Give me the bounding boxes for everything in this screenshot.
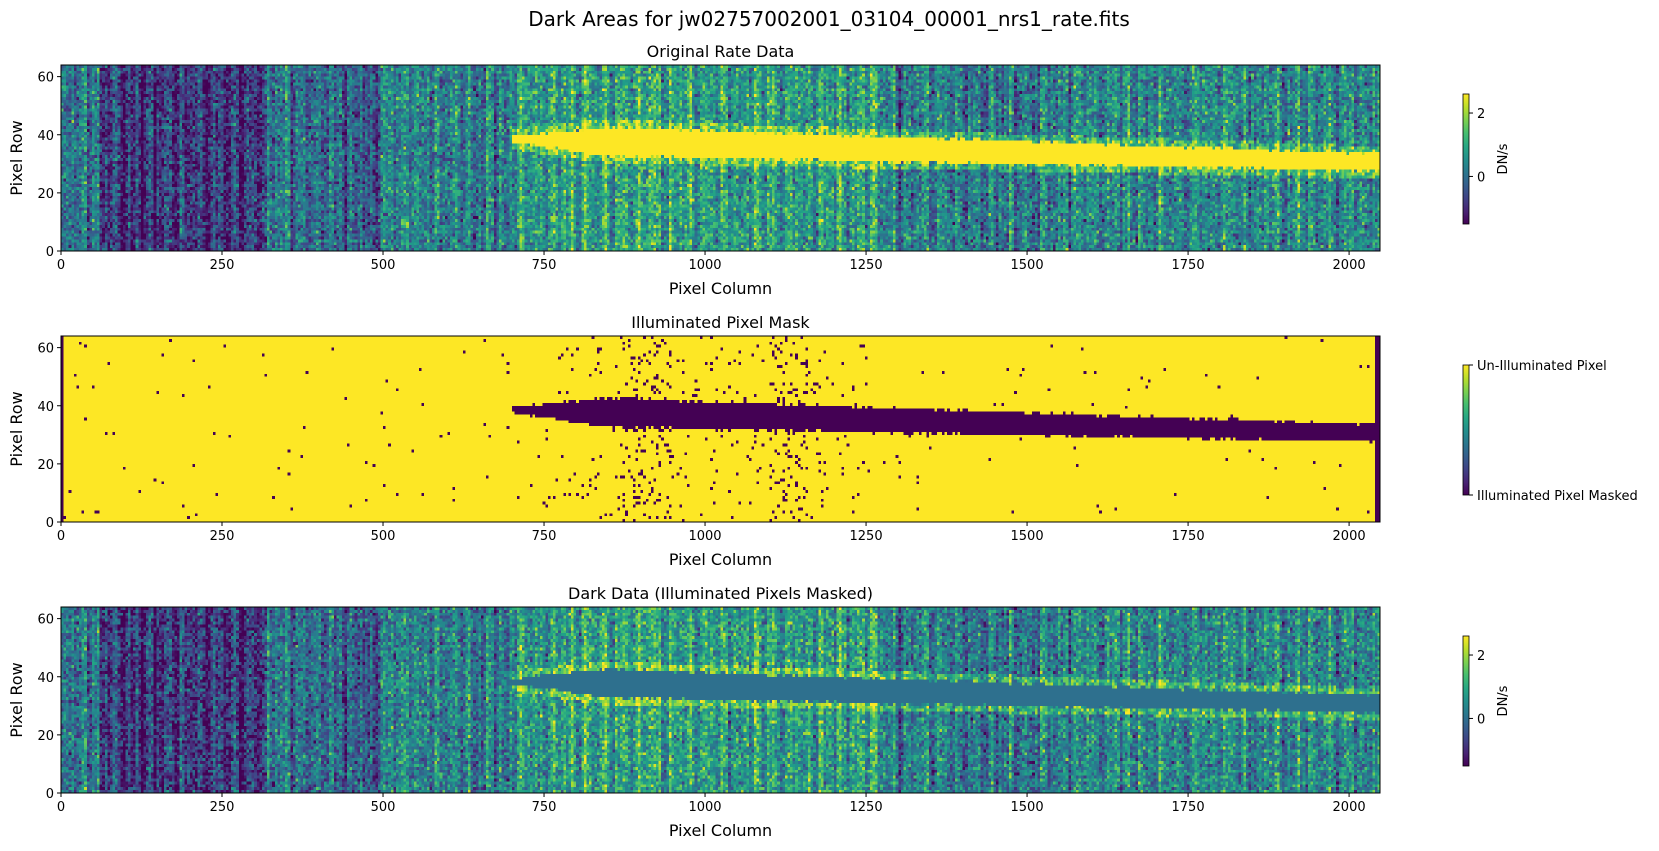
x-tick-label: 0: [57, 258, 65, 273]
y-tick-label: 0: [46, 245, 54, 260]
colorbar-tick-label: 2: [1477, 649, 1485, 664]
y-tick-label: 60: [37, 71, 54, 86]
x-tick-label: 750: [532, 258, 557, 273]
heatmap-image: [61, 65, 1380, 251]
x-tick-label: 1750: [1172, 258, 1205, 273]
y-tick-label: 20: [37, 187, 54, 202]
colorbar-tick-label: 0: [1477, 170, 1485, 185]
figure-suptitle: Dark Areas for jw02757002001_03104_00001…: [528, 7, 1130, 31]
x-tick-label: 1750: [1172, 800, 1205, 815]
panel-title: Dark Data (Illuminated Pixels Masked): [568, 584, 873, 603]
colorbar-gradient: [1462, 93, 1470, 225]
x-tick-label: 1250: [850, 529, 883, 544]
x-tick-label: 0: [57, 529, 65, 544]
colorbar-tick-label: 0: [1477, 712, 1485, 727]
colorbar-label: DN/s: [1496, 685, 1511, 716]
x-tick-label: 2000: [1333, 529, 1366, 544]
x-tick-label: 2000: [1333, 800, 1366, 815]
colorbar-tick-label: Un-Illuminated Pixel: [1477, 359, 1607, 374]
y-axis-label: Pixel Row: [7, 662, 26, 737]
y-tick-label: 20: [37, 458, 54, 473]
panel-1: Original Rate Data 0 250 500 750 1000 1250 1500…: [7, 42, 1511, 298]
x-tick-label: 250: [210, 258, 235, 273]
y-tick-label: 40: [37, 400, 54, 415]
panel-3: Dark Data (Illuminated Pixels Masked)0 25…: [7, 584, 1511, 840]
x-tick-label: 1000: [688, 258, 721, 273]
x-tick-label: 1250: [850, 800, 883, 815]
colorbar-label: DN/s: [1496, 143, 1511, 174]
axes-frame: [60, 335, 1381, 523]
x-tick-label: 1500: [1011, 258, 1044, 273]
x-tick-label: 2000: [1333, 258, 1366, 273]
x-tick-label: 1500: [1011, 800, 1044, 815]
y-tick-label: 40: [37, 129, 54, 144]
y-tick-label: 0: [46, 516, 54, 531]
y-tick-label: 20: [37, 729, 54, 744]
y-axis-label: Pixel Row: [7, 120, 26, 195]
x-tick-label: 1000: [688, 800, 721, 815]
x-tick-label: 500: [371, 800, 396, 815]
x-tick-label: 0: [57, 800, 65, 815]
x-axis-label: Pixel Column: [669, 821, 772, 840]
panel-title: Illuminated Pixel Mask: [631, 313, 810, 332]
panel-title: Original Rate Data: [647, 42, 795, 61]
x-tick-label: 250: [210, 800, 235, 815]
panels: Original Rate Data 0 250 500 750 1000 1250 1500…: [7, 42, 1638, 840]
colorbar-gradient: [1462, 364, 1470, 496]
x-tick-label: 250: [210, 529, 235, 544]
y-tick-label: 60: [37, 342, 54, 357]
y-tick-label: 60: [37, 613, 54, 628]
x-tick-label: 500: [371, 529, 396, 544]
x-tick-label: 1500: [1011, 529, 1044, 544]
x-axis-label: Pixel Column: [669, 279, 772, 298]
colorbar-gradient: [1462, 635, 1470, 767]
x-tick-label: 1000: [688, 529, 721, 544]
panel-2: Illuminated Pixel Mask 0 250 500 750 1000 1250…: [7, 313, 1638, 569]
y-tick-label: 40: [37, 671, 54, 686]
x-axis-label: Pixel Column: [669, 550, 772, 569]
colorbar: 0 2 DN/s: [1462, 93, 1511, 225]
y-tick-label: 0: [46, 787, 54, 802]
x-tick-label: 1750: [1172, 529, 1205, 544]
x-tick-label: 1250: [850, 258, 883, 273]
x-tick-label: 500: [371, 258, 396, 273]
axes-frame: [60, 606, 1381, 794]
y-axis-label: Pixel Row: [7, 391, 26, 466]
colorbar: 0 2 DN/s: [1462, 635, 1511, 767]
x-tick-label: 750: [532, 800, 557, 815]
x-tick-label: 750: [532, 529, 557, 544]
heatmap-image: [61, 607, 1380, 793]
colorbar: Un-Illuminated Pixel Illuminated Pixel Ma…: [1462, 359, 1638, 504]
colorbar-tick-label: Illuminated Pixel Masked: [1477, 489, 1638, 504]
colorbar-tick-label: 2: [1477, 107, 1485, 122]
axes-frame: [60, 64, 1381, 252]
heatmap-image: [61, 336, 1380, 522]
